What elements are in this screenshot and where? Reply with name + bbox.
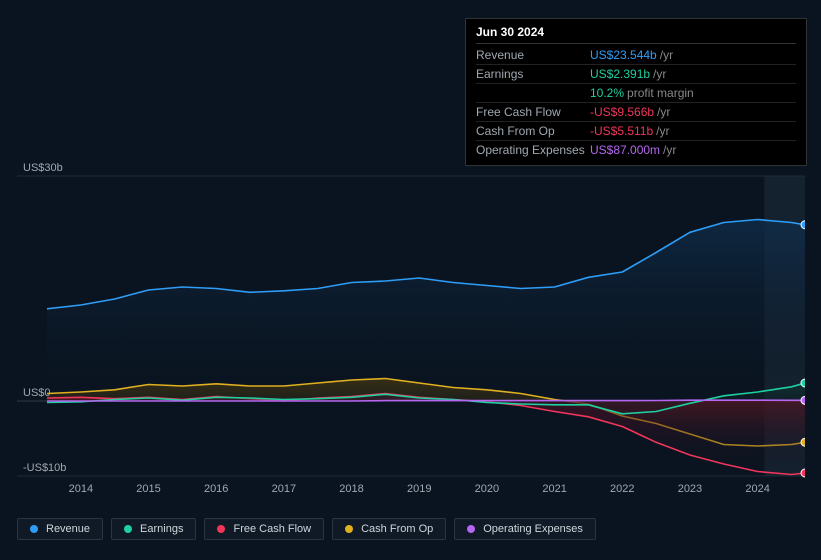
tooltip-value: US$23.544b [590,48,657,62]
legend-dot-icon [30,525,38,533]
tooltip-row-earn: EarningsUS$2.391b/yr [476,65,796,84]
legend-item-opex[interactable]: Operating Expenses [454,518,596,540]
x-axis-label: 2017 [272,483,296,495]
tooltip-row-pm: 10.2%profit margin [476,84,796,103]
x-axis-label: 2016 [204,483,228,495]
legend-item-earn[interactable]: Earnings [111,518,196,540]
x-axis-label: 2020 [475,483,499,495]
x-axis-label: 2024 [745,483,769,495]
tooltip-suffix: /yr [656,124,669,138]
y-axis-label: US$30b [23,162,63,174]
tooltip-label: Free Cash Flow [476,105,590,119]
tooltip-suffix: /yr [660,48,673,62]
x-axis-label: 2019 [407,483,431,495]
tooltip-value: US$87.000m [590,143,660,157]
chart-legend: Revenue Earnings Free Cash Flow Cash From O… [17,518,596,540]
chart-area[interactable]: US$30bUS$0-US$10b 2014201520162017201820… [17,160,805,480]
tooltip-value: 10.2% [590,86,624,100]
x-axis-label: 2023 [678,483,702,495]
tooltip-value: US$2.391b [590,67,650,81]
tooltip-row-cfo: Cash From Op-US$5.511b/yr [476,122,796,141]
chart-svg [17,160,805,480]
chart-tooltip: Jun 30 2024RevenueUS$23.544b/yrEarningsU… [465,18,807,166]
y-axis-label: US$0 [23,387,51,399]
tooltip-suffix: /yr [657,105,670,119]
tooltip-value: -US$9.566b [590,105,654,119]
tooltip-suffix: /yr [653,67,666,81]
tooltip-label: Operating Expenses [476,143,590,157]
tooltip-label: Earnings [476,67,590,81]
tooltip-label [476,86,590,100]
x-axis-label: 2018 [339,483,363,495]
tooltip-suffix: /yr [663,143,676,157]
x-axis-label: 2021 [542,483,566,495]
x-axis-label: 2015 [136,483,160,495]
legend-item-cfo[interactable]: Cash From Op [332,518,446,540]
tooltip-label: Cash From Op [476,124,590,138]
tooltip-row-opex: Operating ExpensesUS$87.000m/yr [476,141,796,159]
x-axis-label: 2022 [610,483,634,495]
legend-dot-icon [345,525,353,533]
legend-dot-icon [467,525,475,533]
legend-label: Revenue [46,523,90,535]
x-axis-label: 2014 [69,483,93,495]
legend-dot-icon [217,525,225,533]
legend-label: Free Cash Flow [233,523,311,535]
tooltip-title: Jun 30 2024 [476,25,796,44]
financial-chart-root: Jun 30 2024RevenueUS$23.544b/yrEarningsU… [0,0,821,560]
tooltip-row-fcf: Free Cash Flow-US$9.566b/yr [476,103,796,122]
legend-label: Operating Expenses [483,523,583,535]
tooltip-suffix: profit margin [627,86,694,100]
tooltip-row-rev: RevenueUS$23.544b/yr [476,46,796,65]
y-axis-label: -US$10b [23,462,66,474]
legend-item-rev[interactable]: Revenue [17,518,103,540]
legend-dot-icon [124,525,132,533]
legend-label: Earnings [140,523,183,535]
tooltip-value: -US$5.511b [590,124,653,138]
tooltip-label: Revenue [476,48,590,62]
legend-item-fcf[interactable]: Free Cash Flow [204,518,324,540]
legend-label: Cash From Op [361,523,433,535]
